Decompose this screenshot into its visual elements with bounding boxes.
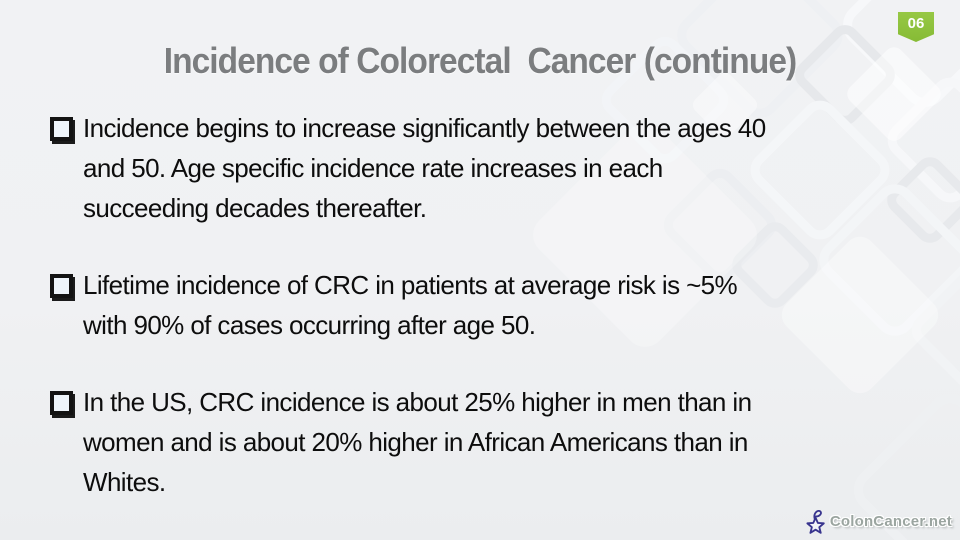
logo-text: ColonCancer.net — [829, 513, 952, 530]
bullet-text-1: Incidence begins to increase significant… — [83, 108, 910, 228]
footer-logo: ColonCancer.net — [805, 508, 952, 535]
slide-title: Incidence of Colorectal Cancer (continue… — [163, 40, 797, 81]
bullet-item-3: In the US, CRC incidence is about 25% hi… — [50, 382, 910, 502]
bullet-line: In the US, CRC incidence is about 25% hi… — [83, 387, 752, 417]
bullet-item-1: Incidence begins to increase significant… — [50, 108, 910, 228]
checkbox-bullet-icon — [50, 391, 73, 415]
bullet-line: women and is about 20% higher in African… — [83, 427, 748, 457]
star-person-icon — [806, 509, 825, 534]
bullet-line: Incidence begins to increase significant… — [83, 113, 766, 143]
page-number: 06 — [907, 15, 925, 32]
page-number-badge: 06 — [898, 12, 934, 42]
bullet-line: succeeding decades thereafter. — [83, 193, 427, 223]
bullet-list: Incidence begins to increase significant… — [50, 108, 910, 502]
checkbox-bullet-icon — [50, 274, 73, 298]
checkbox-bullet-icon — [50, 117, 73, 141]
bullet-line: with 90% of cases occurring after age 50… — [83, 310, 536, 340]
slide-body: Incidence begins to increase significant… — [50, 108, 910, 539]
bullet-line: Lifetime incidence of CRC in patients at… — [83, 270, 738, 300]
bullet-text-3: In the US, CRC incidence is about 25% hi… — [83, 382, 910, 502]
bullet-item-2: Lifetime incidence of CRC in patients at… — [50, 265, 910, 345]
bullet-line: and 50. Age specific incidence rate incr… — [83, 153, 663, 183]
bullet-line: Whites. — [83, 467, 166, 497]
bullet-text-2: Lifetime incidence of CRC in patients at… — [83, 265, 910, 345]
